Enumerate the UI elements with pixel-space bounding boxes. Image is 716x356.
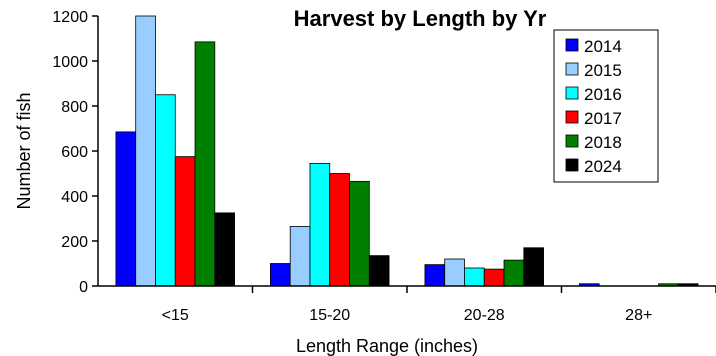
bar-2017-<15	[174, 156, 196, 287]
bar-2017-15-20	[329, 173, 350, 287]
bar-2015-<15	[135, 15, 156, 287]
bar-2017-20-28	[483, 268, 505, 287]
bar-2014-20-28	[424, 264, 446, 287]
legend-box	[553, 29, 659, 183]
y-tick-label: 0	[79, 279, 88, 296]
x-tick-label: <15	[162, 307, 189, 324]
y-tick-label: 600	[61, 144, 88, 161]
legend-label-2014: 2014	[584, 37, 622, 56]
bar-2018-<15	[194, 41, 216, 287]
legend-label-2024: 2024	[584, 157, 622, 176]
legend-label-2016: 2016	[584, 85, 622, 104]
legend-swatch-2017	[565, 110, 579, 124]
legend-swatch-2016	[565, 86, 579, 100]
legend-swatch-2014	[565, 38, 579, 52]
legend-swatch-2018	[565, 134, 579, 148]
bar-2024-15-20	[368, 255, 390, 287]
bar-2018-15-20	[349, 180, 370, 287]
y-tick-label: 200	[61, 234, 88, 251]
bar-2016-20-28	[464, 267, 485, 287]
bar-2024-20-28	[523, 247, 544, 287]
y-axis: 0 200 400 600 800 1000 1200	[52, 9, 99, 296]
x-axis: <15 15-20 20-28 28+	[98, 285, 716, 324]
legend-swatch-2024	[565, 158, 579, 172]
x-tick-label: 20-28	[464, 307, 505, 324]
y-tick-label: 1000	[52, 54, 88, 71]
y-tick-label: 800	[61, 99, 88, 116]
bar-2024-<15	[214, 212, 235, 287]
bar-2018-20-28	[503, 259, 525, 287]
x-axis-title: Length Range (inches)	[296, 336, 478, 356]
legend-label-2018: 2018	[584, 133, 622, 152]
x-tick-label: 28+	[625, 307, 652, 324]
y-axis-title: Number of fish	[14, 92, 34, 209]
y-tick-label: 1200	[52, 9, 88, 26]
legend-label-2017: 2017	[584, 109, 622, 128]
bar-2014-<15	[115, 131, 137, 287]
plot-area	[115, 15, 699, 287]
bar-2015-15-20	[289, 225, 311, 287]
bar-2015-20-28	[444, 258, 465, 287]
x-tick-label: 15-20	[309, 307, 350, 324]
chart-title: Harvest by Length by Yr	[294, 6, 547, 31]
legend-label-2015: 2015	[584, 61, 622, 80]
bar-2016-<15	[155, 94, 176, 287]
legend-swatch-2015	[565, 62, 579, 76]
bar-2014-15-20	[270, 263, 291, 287]
bar-2016-15-20	[309, 162, 331, 287]
y-tick-label: 400	[61, 189, 88, 206]
legend: 2014 2015 2016 2017 2018 2024	[553, 29, 659, 183]
